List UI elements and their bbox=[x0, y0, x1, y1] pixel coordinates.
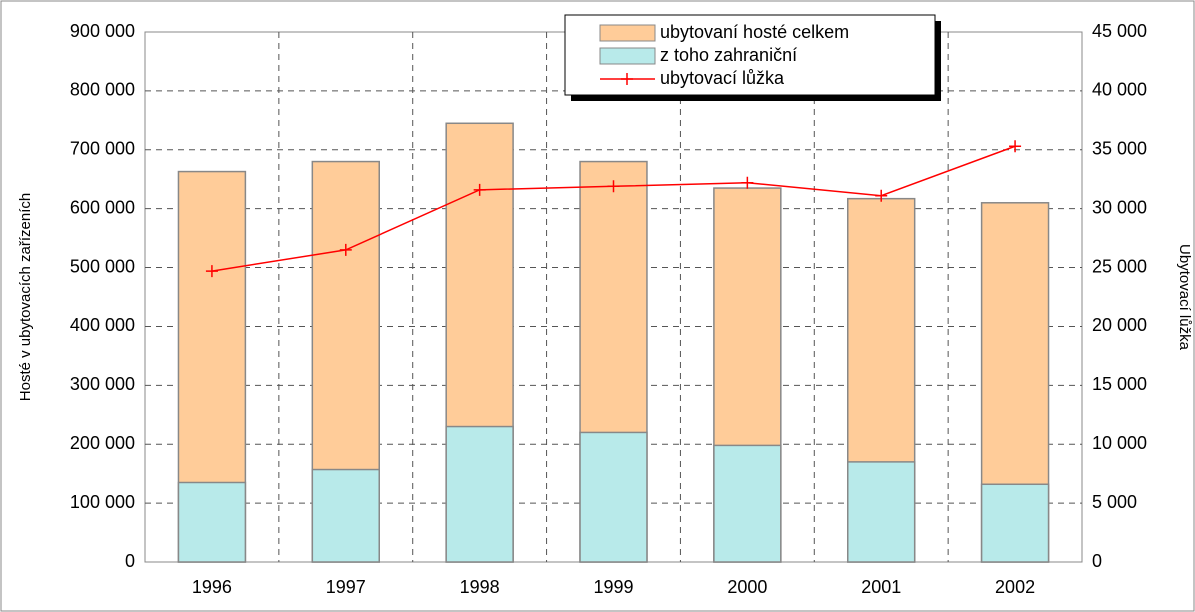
legend-label: ubytovaní hosté celkem bbox=[660, 22, 849, 42]
bar bbox=[445, 425, 514, 563]
marker bbox=[339, 243, 352, 256]
marker bbox=[205, 265, 218, 278]
y2-tick-label: 20 000 bbox=[1092, 315, 1147, 335]
x-tick-label: 1998 bbox=[460, 577, 500, 597]
y-tick-label: 400 000 bbox=[70, 315, 135, 335]
y2-axis-label: Ubytovací lůžka bbox=[1176, 244, 1193, 351]
y2-tick-label: 30 000 bbox=[1092, 197, 1147, 217]
y-tick-label: 100 000 bbox=[70, 492, 135, 512]
legend-swatch bbox=[599, 47, 656, 65]
legend-label: ubytovací lůžka bbox=[660, 68, 785, 88]
y-axis-label: Hosté v ubytovacích zařízeních bbox=[17, 193, 34, 401]
bar bbox=[579, 431, 648, 563]
y2-tick-label: 0 bbox=[1092, 551, 1102, 571]
marker bbox=[607, 180, 620, 193]
x-tick-label: 2001 bbox=[861, 577, 901, 597]
y-tick-label: 900 000 bbox=[70, 21, 135, 41]
legend-swatch-marker bbox=[621, 73, 633, 85]
bar bbox=[177, 481, 247, 563]
y2-tick-label: 10 000 bbox=[1092, 433, 1147, 453]
x-tick-label: 1999 bbox=[593, 577, 633, 597]
y2-tick-label: 25 000 bbox=[1092, 256, 1147, 276]
marker bbox=[1009, 140, 1022, 153]
y2-tick-label: 35 000 bbox=[1092, 139, 1147, 159]
bar bbox=[847, 461, 916, 563]
marker bbox=[875, 189, 888, 202]
y-tick-label: 800 000 bbox=[70, 80, 135, 100]
marker bbox=[473, 183, 486, 196]
bar bbox=[713, 444, 782, 563]
y2-tick-label: 40 000 bbox=[1092, 80, 1147, 100]
y-tick-label: 300 000 bbox=[70, 374, 135, 394]
y-tick-label: 500 000 bbox=[70, 256, 135, 276]
bar bbox=[980, 483, 1050, 563]
x-tick-label: 1997 bbox=[326, 577, 366, 597]
y-tick-label: 700 000 bbox=[70, 139, 135, 159]
x-tick-label: 2002 bbox=[995, 577, 1035, 597]
y2-tick-label: 15 000 bbox=[1092, 374, 1147, 394]
y-tick-label: 0 bbox=[125, 551, 135, 571]
legend-swatch bbox=[599, 24, 656, 42]
legend-label: z toho zahraniční bbox=[660, 45, 797, 65]
marker bbox=[741, 176, 754, 189]
x-tick-label: 1996 bbox=[192, 577, 232, 597]
y2-tick-label: 45 000 bbox=[1092, 21, 1147, 41]
y-tick-label: 200 000 bbox=[70, 433, 135, 453]
y-tick-label: 600 000 bbox=[70, 197, 135, 217]
x-tick-label: 2000 bbox=[727, 577, 767, 597]
y2-tick-label: 5 000 bbox=[1092, 492, 1137, 512]
bar bbox=[311, 468, 381, 563]
